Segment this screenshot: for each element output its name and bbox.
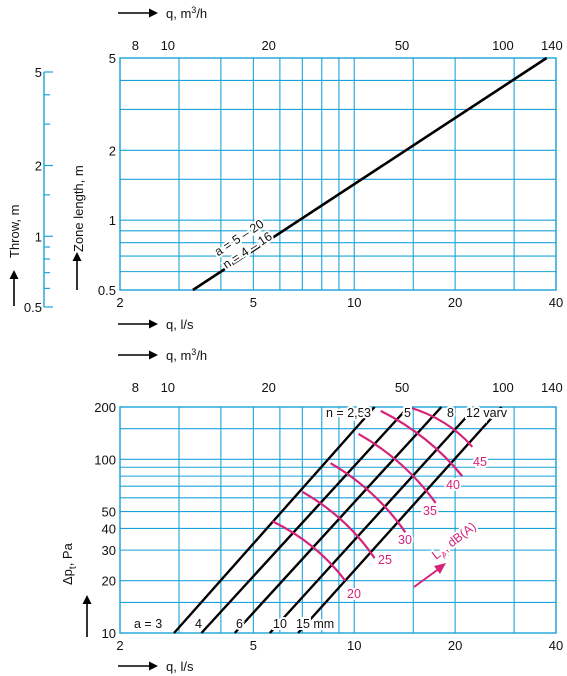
x-axis-title: q, l/s <box>166 659 194 674</box>
chart-marks <box>173 56 548 634</box>
y-tick-label: 20 <box>102 574 116 589</box>
x-tick-label: 2 <box>116 638 123 653</box>
throw-axis-title: Throw, m <box>7 205 22 258</box>
x-tick-label: 5 <box>250 295 257 310</box>
y-tick-label: 1 <box>109 213 116 228</box>
slit-line <box>233 406 443 634</box>
noise-curve <box>301 490 376 559</box>
plot-frame <box>119 406 557 634</box>
top-x-tick-label: 100 <box>492 380 514 395</box>
x-axis-title: q, l/s <box>166 317 194 332</box>
slit-line <box>173 406 376 634</box>
slit-line <box>200 406 410 634</box>
top-x-tick-label: 20 <box>261 38 275 53</box>
noise-curve <box>271 520 347 582</box>
y-tick-label: 200 <box>94 400 116 415</box>
y-tick-label: 2 <box>109 143 116 158</box>
top-x-tick-label: 50 <box>395 38 409 53</box>
arrow-icon <box>9 270 19 279</box>
arrow-icon <box>149 350 158 360</box>
noise-label: 35 <box>423 504 437 518</box>
x-tick-label: 20 <box>448 638 462 653</box>
noise-curve <box>357 432 437 504</box>
pressure-axis-title: Δpt, Pa <box>60 542 79 585</box>
y-tick-label: 40 <box>102 521 116 536</box>
throw-tick-label: 2 <box>35 159 42 174</box>
noise-arrow-shaft <box>413 567 441 588</box>
turns-label: 3 <box>364 406 371 420</box>
arrow-icon <box>72 252 82 261</box>
x-tick-label: 2 <box>116 295 123 310</box>
top-x-tick-label: 10 <box>161 38 175 53</box>
arrow-icon <box>149 661 158 671</box>
noise-curve <box>330 462 407 533</box>
y-tick-label: 0.5 <box>98 283 116 298</box>
slit-label: 4 <box>195 617 202 631</box>
slit-line <box>297 406 503 634</box>
plot-frame <box>119 57 557 291</box>
zone-axis-title: Zone length, m <box>71 165 86 252</box>
y-tick-label: 50 <box>102 505 116 520</box>
zone-length-line <box>192 56 548 292</box>
turns-label: 5 <box>404 406 411 420</box>
top-x-axis-title: q, m3/h <box>166 5 207 21</box>
top-x-tick-label: 50 <box>395 380 409 395</box>
x-tick-label: 10 <box>347 638 361 653</box>
y-tick-label: 10 <box>102 626 116 641</box>
slit-label: 10 <box>273 617 287 631</box>
top-x-tick-label: 8 <box>132 380 139 395</box>
y-tick-label: 5 <box>109 51 116 66</box>
x-tick-label: 40 <box>549 295 563 310</box>
arrow-icon <box>149 319 158 329</box>
x-tick-label: 20 <box>448 295 462 310</box>
noise-label: 40 <box>446 478 460 492</box>
arrow-icon <box>149 8 158 18</box>
slit-label: a = 3 <box>134 617 162 631</box>
top-x-tick-label: 100 <box>492 38 514 53</box>
top-x-axis-title-2: q, m3/h <box>166 347 207 363</box>
lower-grid <box>119 406 557 634</box>
arrow-icon <box>82 595 92 604</box>
top-x-tick-label: 10 <box>161 380 175 395</box>
slit-line <box>268 406 477 634</box>
x-tick-label: 5 <box>250 638 257 653</box>
noise-label: 20 <box>347 587 361 601</box>
y-tick-label: 100 <box>94 452 116 467</box>
top-x-tick-label: 140 <box>541 38 563 53</box>
noise-label: 45 <box>473 455 487 469</box>
y-tick-label: 30 <box>102 543 116 558</box>
top-x-tick-label: 20 <box>261 380 275 395</box>
noise-curve <box>380 409 464 477</box>
top-x-tick-label: 8 <box>132 38 139 53</box>
throw-tick-label: 1 <box>35 229 42 244</box>
slit-label: 6 <box>236 617 243 631</box>
throw-tick-label: 5 <box>35 65 42 80</box>
noise-curve <box>408 405 474 448</box>
noise-label: 25 <box>378 553 392 567</box>
top-x-tick-label: 140 <box>541 380 563 395</box>
x-tick-label: 40 <box>549 638 563 653</box>
throw-tick-label: 0.5 <box>24 300 42 315</box>
turns-label: n = 2,5 <box>326 406 365 420</box>
turns-label: 12 varv <box>466 406 508 420</box>
noise-arrow-icon <box>434 563 446 574</box>
turns-label: 8 <box>447 406 454 420</box>
upper-grid <box>119 57 557 291</box>
slit-label: 15 mm <box>296 617 334 631</box>
noise-label: 30 <box>398 533 412 547</box>
x-tick-label: 10 <box>347 295 361 310</box>
